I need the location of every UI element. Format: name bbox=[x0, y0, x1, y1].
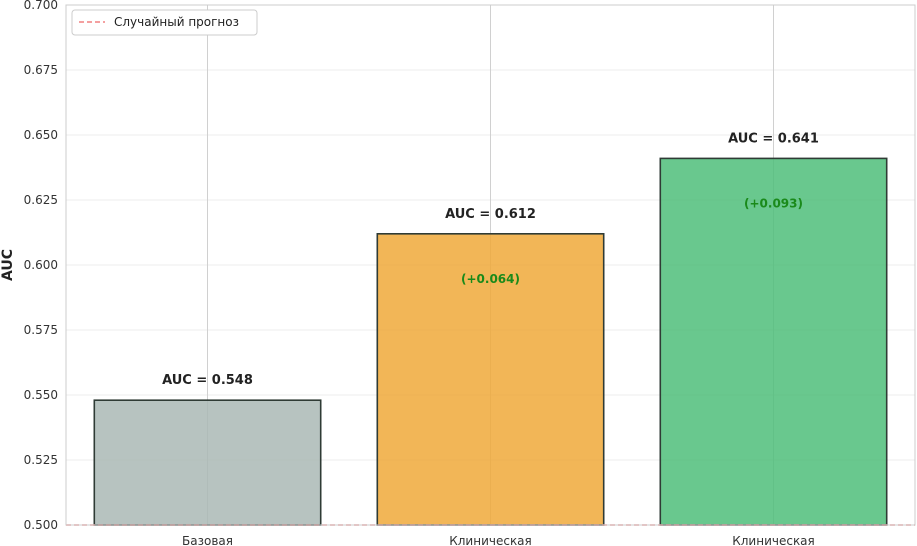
y-axis-title: AUC bbox=[0, 249, 16, 281]
y-tick-label: 0.675 bbox=[24, 63, 58, 77]
auc-value-label: AUC = 0.548 bbox=[162, 373, 253, 388]
bar bbox=[659, 157, 888, 526]
bar bbox=[376, 233, 605, 526]
auc-value-label: AUC = 0.641 bbox=[728, 131, 819, 146]
x-axis: Базовая Клиническая Клиническая bbox=[182, 534, 815, 546]
auc-value-label: AUC = 0.612 bbox=[445, 207, 536, 222]
y-tick-label: 0.550 bbox=[24, 388, 58, 402]
auc-delta-label: (+0.064) bbox=[461, 272, 520, 286]
legend-box bbox=[71, 9, 258, 36]
legend: Случайный прогноз bbox=[71, 9, 258, 36]
y-axis: 0.500 0.525 0.550 0.575 0.600 0.625 0.650 0.675… bbox=[24, 0, 58, 532]
y-tick-label: 0.600 bbox=[24, 258, 58, 272]
x-tick-label: Клиническая bbox=[732, 534, 815, 546]
y-tick-label: 0.650 bbox=[24, 128, 58, 142]
y-tick-label: 0.575 bbox=[24, 323, 58, 337]
auc-delta-label: (+0.093) bbox=[744, 196, 803, 210]
y-tick-label: 0.525 bbox=[24, 453, 58, 467]
x-tick-label: Клиническая bbox=[449, 534, 532, 546]
y-tick-label: 0.500 bbox=[24, 518, 58, 532]
y-tick-label: 0.700 bbox=[24, 0, 58, 12]
data-labels: AUC = 0.548 AUC = 0.612 (+0.064) AUC = 0.64… bbox=[162, 131, 819, 388]
bars bbox=[93, 157, 888, 526]
x-tick-label: Базовая bbox=[182, 534, 233, 546]
bar bbox=[93, 399, 322, 526]
y-tick-label: 0.625 bbox=[24, 193, 58, 207]
plot-frame bbox=[65, 4, 916, 526]
legend-label: Случайный прогноз bbox=[114, 15, 239, 29]
